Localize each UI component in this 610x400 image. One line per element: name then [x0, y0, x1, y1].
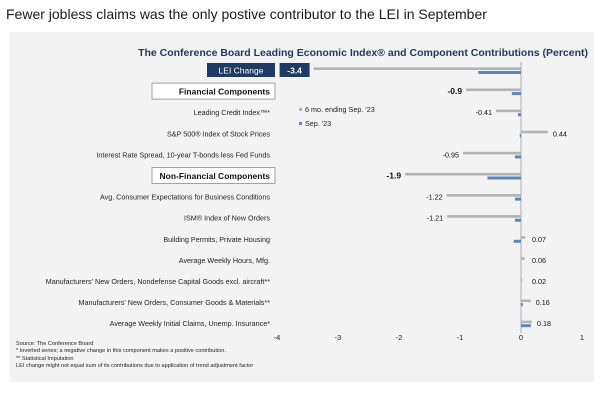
- x-tick-label: -2: [396, 333, 403, 342]
- lei-change-label-box: [207, 63, 275, 77]
- bar-6mo-leading-credit-index: [495, 109, 521, 113]
- category-label: S&P 500® Index of Stock Prices: [167, 129, 270, 138]
- source-note: Source: The Conference Board: [16, 341, 94, 347]
- category-label: Manufacturers' New Orders, Consumer Good…: [78, 298, 270, 307]
- bar-sep-non-financial-components: [487, 176, 521, 180]
- inverted-series-note: * Inverted series; a negative change in …: [16, 348, 226, 355]
- bar-sep-s-p-500-index-of-stock-prices: [519, 134, 521, 138]
- bar-6mo-manufacturers-new-orders-nondefense-capital-goods-excl-aircraft: [521, 278, 523, 281]
- category-label: Average Weekly Hours, Mfg.: [179, 256, 270, 265]
- section-label-box: [151, 82, 276, 100]
- imputation-note: ** Statistical Imputation: [16, 355, 74, 362]
- value-label: 0.16: [536, 298, 550, 307]
- bar-6mo-average-weekly-hours-mfg: [521, 257, 525, 260]
- x-tick-label: -3: [335, 333, 342, 342]
- lei-value-box: [279, 63, 310, 77]
- value-label: 0.02: [532, 277, 546, 286]
- bar-sep-lei-change: [478, 71, 521, 74]
- category-label: Average Weekly Initial Claims, Unemp. In…: [110, 319, 271, 328]
- bar-sep-avg-consumer-expectations-for-business-conditions: [514, 197, 521, 201]
- bar-sep-building-permits-private-housing: [513, 239, 521, 243]
- value-label: 0.18: [537, 319, 551, 328]
- bar-6mo-financial-components: [466, 88, 521, 92]
- category-label: Interest Rate Spread, 10-year T-bonds le…: [96, 150, 270, 159]
- bar-sep-ism-index-of-new-orders: [514, 218, 521, 222]
- value-label: -0.41: [476, 108, 492, 117]
- category-label: Building Permits, Private Housing: [163, 235, 270, 244]
- x-tick-label: -4: [274, 333, 281, 342]
- category-label: Financial Components: [179, 87, 270, 97]
- x-tick-label: 1: [580, 333, 584, 342]
- category-label: Avg. Consumer Expectations for Business …: [100, 193, 270, 202]
- bar-6mo-building-permits-private-housing: [521, 236, 526, 239]
- bar-6mo-manufacturers-new-orders-consumer-goods-materials: [521, 299, 531, 303]
- legend-swatch-sep: [299, 122, 302, 125]
- page-title: Fewer jobless claims was the only postiv…: [6, 6, 487, 22]
- value-label: 0.44: [553, 129, 567, 138]
- bar-sep-interest-rate-spread-10-year-t-bonds-less-fed-funds: [514, 155, 521, 159]
- category-label: LEI Change: [219, 66, 264, 76]
- bar-6mo-interest-rate-spread-10-year-t-bonds-less-fed-funds: [463, 151, 521, 155]
- bar-6mo-lei-change: [313, 67, 521, 70]
- category-label: Non-Financial Components: [160, 171, 271, 181]
- bar-6mo-s-p-500-index-of-stock-prices: [521, 130, 548, 134]
- bar-sep-leading-credit-index: [517, 113, 521, 117]
- legend-label-sep: Sep. '23: [305, 119, 331, 128]
- legend-swatch-6mo: [299, 108, 302, 111]
- value-label: -1.22: [426, 193, 442, 202]
- category-label: Manufacturers' New Orders, Nondefense Ca…: [46, 277, 270, 286]
- x-tick-label: -1: [457, 333, 464, 342]
- value-label: -0.95: [443, 150, 459, 159]
- chart-notes: Source: The Conference Board * Inverted …: [16, 341, 253, 371]
- trend-adjustment-note: LEI change might not equal sum of its co…: [16, 363, 254, 370]
- bar-sep-financial-components: [511, 92, 521, 96]
- bar-sep-average-weekly-initial-claims-unemp-insurance: [521, 324, 531, 328]
- value-label: -3.4: [287, 66, 302, 76]
- bar-6mo-average-weekly-initial-claims-unemp-insurance: [521, 320, 532, 324]
- x-tick-label: 0: [519, 333, 523, 342]
- value-label: 0.07: [532, 235, 546, 244]
- value-label: -1.9: [386, 171, 401, 181]
- section-label-box: [151, 167, 276, 184]
- category-label: Leading Credit Index™*: [194, 108, 271, 117]
- bar-6mo-non-financial-components: [405, 172, 521, 176]
- chart-title: The Conference Board Leading Economic In…: [138, 47, 588, 59]
- legend-label-6mo: 6 mo. ending Sep. '23: [305, 105, 375, 114]
- bar-sep-manufacturers-new-orders-consumer-goods-materials: [521, 303, 523, 307]
- bar-6mo-ism-index-of-new-orders: [447, 215, 521, 218]
- bar-6mo-avg-consumer-expectations-for-business-conditions: [446, 194, 521, 197]
- value-label: 0.06: [532, 256, 546, 265]
- category-label: ISM® Index of New Orders: [184, 214, 270, 223]
- value-label: -1.21: [427, 214, 443, 223]
- value-label: -0.9: [447, 86, 462, 96]
